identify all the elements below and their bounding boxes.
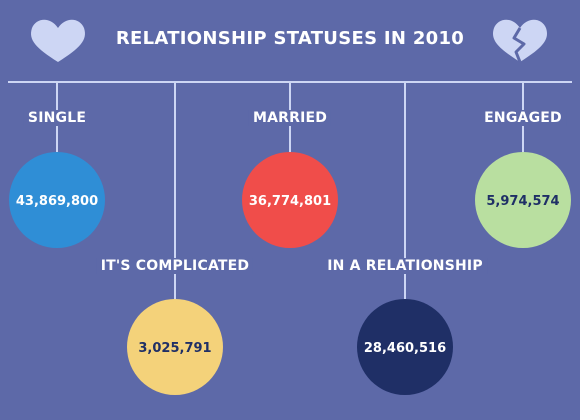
bubble-0	[9, 152, 105, 248]
heart-icon	[31, 19, 85, 62]
bubble-value-label-3: 28,460,516	[364, 341, 446, 356]
chart-title: RELATIONSHIP STATUSES IN 2010	[115, 28, 465, 49]
bubble-4	[475, 152, 571, 248]
category-label-4: ENGAGED	[480, 110, 566, 126]
bubble-value-label-0: 43,869,800	[16, 194, 98, 209]
bubble-value-label-4: 5,974,574	[486, 194, 559, 209]
category-label-2: MARRIED	[248, 110, 332, 126]
broken-heart-icon	[493, 19, 547, 63]
category-label-3: IN A RELATIONSHIP	[323, 258, 487, 274]
chart-layer: 43,869,800 3,025,791 36,774,801 28,460,516 5…	[9, 82, 571, 395]
category-label-1: IT'S COMPLICATED	[96, 258, 254, 274]
category-label-0: SINGLE	[23, 110, 91, 126]
bubble-3	[357, 299, 453, 395]
bubble-value-label-2: 36,774,801	[249, 194, 331, 209]
bubble-value-label-1: 3,025,791	[138, 341, 211, 356]
bubble-1	[127, 299, 223, 395]
bubble-2	[242, 152, 338, 248]
